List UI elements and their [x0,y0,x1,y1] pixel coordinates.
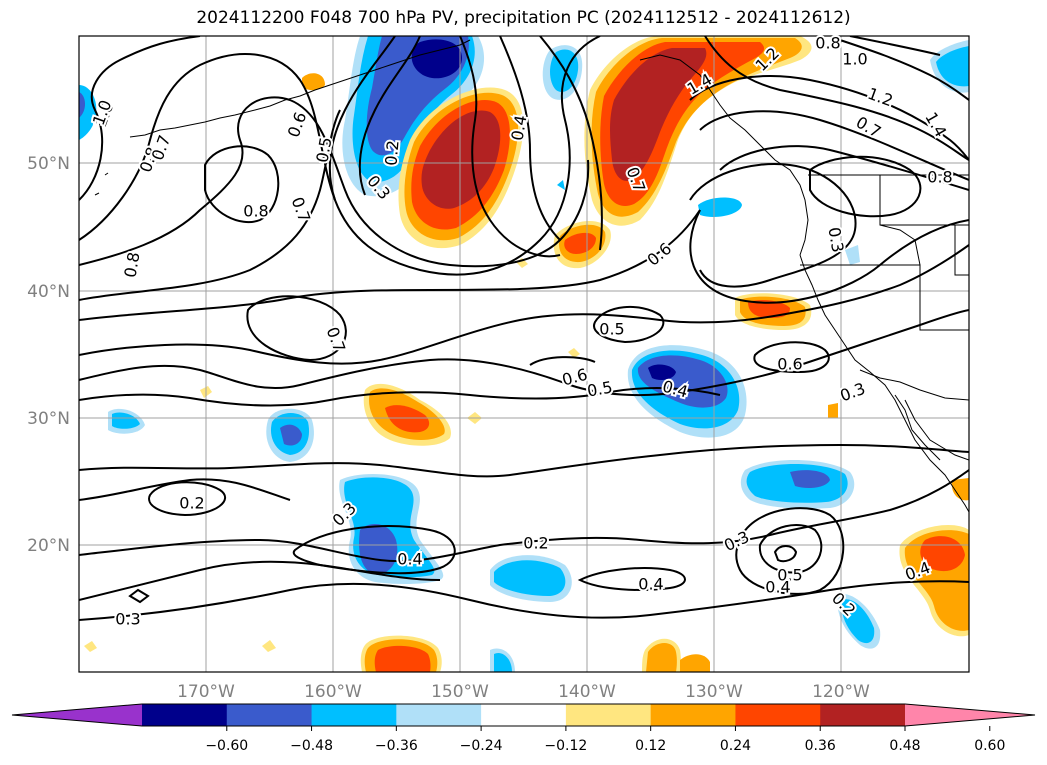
colorbar-extend-max [905,704,1035,726]
map-title: 2024112200 F048 700 hPa PV, precipitatio… [196,8,851,28]
contour-label: 0.2 [179,494,204,513]
contour-label: 0.2 [523,534,548,553]
neg-area-mid [698,197,742,217]
neg-area-core [648,364,676,380]
colorbar-tick-label: −0.36 [375,738,418,754]
pos-area-light [84,641,97,652]
pos-area-strong [564,232,596,254]
pos-area-mid [680,654,710,672]
contour-label: 0.4 [397,550,422,569]
colorbar-segment [481,704,567,726]
contour-label: 0.8 [243,202,268,221]
pos-area-strong [748,300,790,318]
lat-label: 20°N [27,536,70,556]
neg-area-strong [79,92,86,118]
lon-label: 140°W [558,682,616,702]
pos-area-light [262,640,276,652]
neg-area-strong [359,524,398,575]
pos-area-core [421,110,501,209]
lat-label: 50°N [27,154,70,174]
colorbar-tick-label: 0.24 [720,738,751,754]
contour-label: 0.2 [381,139,402,166]
pv-contours [79,36,969,621]
contour-label: 0.8 [927,168,952,187]
lon-label: 170°W [177,682,235,702]
colorbar-segment [650,704,736,726]
coastlines [94,39,969,513]
neg-area-mid [841,599,875,644]
colorbar-outline [11,703,1036,727]
pos-area-core [610,48,707,182]
colorbar-tick-label: −0.60 [205,738,248,754]
pos-area-light [568,348,580,358]
neg-area-strong [790,470,830,488]
lat-label: 30°N [27,409,70,429]
pos-area-strong [374,645,431,672]
neg-area-mid [494,560,566,596]
colorbar-segment [226,704,313,726]
neg-area-light [845,245,860,265]
colorbar-tick-label: −0.12 [544,738,587,754]
lon-label: 130°W [685,682,743,702]
map-frame [78,35,970,673]
contour-label: 0.5 [777,566,802,585]
neg-area-mid [936,46,969,87]
pos-area-mid [646,643,677,672]
pos-area-mid [828,403,838,418]
colorbar-tick-label: 0.12 [635,738,666,754]
contour-label: 0.4 [638,575,663,594]
latitude-labels: 50°N 40°N 30°N 20°N [27,154,70,556]
neg-area-mid [494,652,512,672]
pos-area-strong [385,405,430,433]
contour-label: 0.5 [599,320,624,339]
neg-area-core [411,39,462,79]
colorbar-tick-label: −0.48 [290,738,333,754]
colorbar-segment [142,704,228,726]
contour-label: 1.0 [842,50,867,69]
lon-label: 160°W [304,682,362,702]
colorbar-segment [565,704,652,726]
contour-label: 0.6 [777,355,802,374]
colorbar-segment [311,704,397,726]
pos-area-mid [302,73,325,91]
contour-label: 0.8 [815,34,840,53]
contour-label: 0.4 [765,578,790,597]
colorbar-tick-label: 0.60 [974,738,1005,754]
longitude-labels: 170°W 160°W 150°W 140°W 130°W 120°W [177,682,870,702]
pos-area-mid [951,478,969,501]
colorbar-tick-label: 0.36 [805,738,836,754]
neg-area-strong [280,424,302,446]
contour-label: 0.3 [115,610,140,629]
colorbar-segment [735,704,821,726]
colorbar-tick-label: 0.48 [889,738,920,754]
neg-area-mid [112,412,140,429]
lon-label: 120°W [812,682,870,702]
colorbar-segment [396,704,482,726]
lon-label: 150°W [431,682,489,702]
colorbar-extend-min [12,704,142,726]
colorbar: −0.60 −0.48 −0.36 −0.24 −0.12 0.12 0.24 0.36 0.4… [11,703,1036,754]
colorbar-tick-label: −0.24 [460,738,503,754]
neg-area-mid [557,180,565,190]
lat-label: 40°N [27,282,70,302]
colorbar-segment [820,704,906,726]
